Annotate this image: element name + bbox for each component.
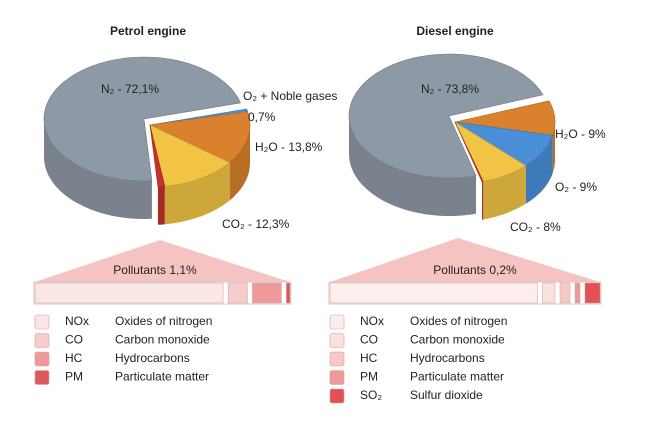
pollutant-segment bbox=[574, 282, 581, 304]
pie-side bbox=[44, 119, 152, 219]
pie-slice bbox=[454, 121, 484, 183]
legend-swatch bbox=[34, 333, 50, 348]
slice-label: O₂ + Noble gases bbox=[243, 89, 337, 103]
legend-label: Carbon monoxide bbox=[410, 333, 505, 347]
slice-label: CO₂ - 12,3% bbox=[222, 217, 290, 231]
legend-abbr: HC bbox=[65, 351, 83, 365]
slice-label: CO₂ - 8% bbox=[510, 220, 561, 234]
pollutant-segment bbox=[34, 282, 224, 304]
slice-label: H₂O - 9% bbox=[555, 127, 606, 141]
legend-swatch bbox=[329, 351, 345, 367]
pollutant-segment bbox=[584, 282, 601, 304]
legend-label: Particulate matter bbox=[115, 370, 209, 384]
pie-side bbox=[552, 122, 555, 174]
pie-side bbox=[157, 186, 165, 225]
pie-slice bbox=[348, 53, 544, 179]
slice-label: 0,7% bbox=[248, 110, 276, 124]
pollutant-fan bbox=[35, 240, 290, 282]
pie-slice bbox=[43, 56, 242, 182]
slice-label: Pollutants 1,1% bbox=[113, 263, 197, 277]
legend-swatch bbox=[329, 370, 345, 385]
legend-abbr: SO₂ bbox=[360, 388, 382, 402]
legend-swatch bbox=[329, 388, 345, 404]
legend-label: Oxides of nitrogen bbox=[410, 314, 507, 328]
legend-swatch bbox=[329, 314, 345, 330]
slice-label: H₂O - 13,8% bbox=[255, 140, 323, 154]
pie-slice bbox=[148, 111, 251, 163]
pollutant-segment bbox=[329, 282, 538, 304]
legend-abbr: NOx bbox=[65, 314, 89, 328]
legend-label: Carbon monoxide bbox=[115, 333, 210, 347]
legend-swatch bbox=[34, 351, 50, 367]
pie-side bbox=[229, 125, 250, 201]
legend-label: Hydrocarbons bbox=[115, 351, 190, 365]
legend-swatch bbox=[34, 370, 50, 385]
pollutant-segment bbox=[227, 282, 248, 304]
pie-side bbox=[349, 116, 477, 216]
slice-label: Pollutants 0,2% bbox=[433, 263, 517, 277]
pollutant-segment bbox=[286, 282, 291, 304]
pollutant-segment bbox=[252, 282, 282, 304]
slice-label: N₂ - 73,8% bbox=[421, 82, 479, 96]
legend-swatch bbox=[34, 314, 50, 330]
legend-label: Particulate matter bbox=[410, 370, 504, 384]
pie-side bbox=[164, 162, 230, 225]
legend-abbr: PM bbox=[360, 370, 378, 384]
slice-label: O₂ - 9% bbox=[555, 180, 597, 194]
pie-side bbox=[482, 181, 484, 220]
chart-title: Diesel engine bbox=[416, 24, 494, 38]
legend-abbr: HC bbox=[360, 351, 378, 365]
legend-abbr: CO bbox=[65, 333, 83, 347]
slice-label: N₂ - 72,1% bbox=[101, 82, 159, 96]
pie-slice bbox=[149, 124, 231, 187]
legend-abbr: PM bbox=[65, 370, 83, 384]
legend-label: Oxides of nitrogen bbox=[115, 314, 212, 328]
pie-slice bbox=[149, 124, 166, 188]
pollutant-segment bbox=[559, 282, 571, 304]
legend-abbr: NOx bbox=[360, 314, 384, 328]
legend-abbr: CO bbox=[360, 333, 378, 347]
legend-label: Hydrocarbons bbox=[410, 351, 485, 365]
legend-label: Sulfur dioxide bbox=[410, 388, 483, 402]
pollutant-segment bbox=[542, 282, 556, 304]
legend-swatch bbox=[329, 333, 345, 348]
pollutant-fan bbox=[330, 238, 600, 282]
pie-side bbox=[525, 135, 553, 204]
chart-title: Petrol engine bbox=[110, 24, 186, 38]
